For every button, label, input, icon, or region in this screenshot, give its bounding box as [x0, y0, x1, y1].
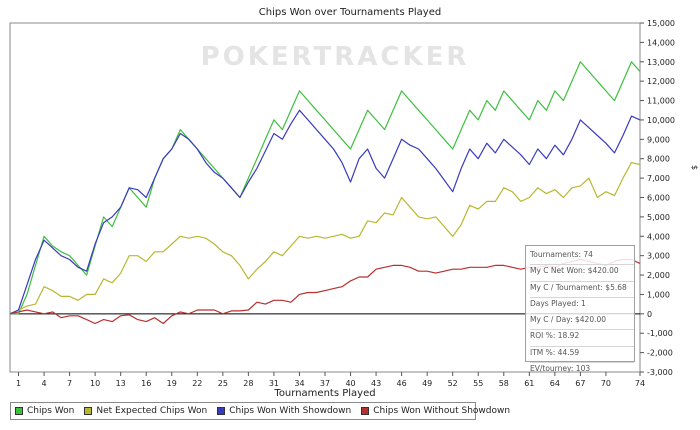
x-tick-label: 31 — [269, 379, 279, 388]
x-tick-label: 70 — [601, 379, 611, 388]
watermark-logo: POKERTRACKER — [201, 42, 470, 72]
x-tick-label: 55 — [473, 379, 483, 388]
x-axis-label: Tournaments Played — [273, 388, 375, 399]
stat-per-tournament: My C / Tournament: $5.68 — [530, 282, 634, 298]
y-tick-label: -2,000 — [647, 349, 673, 358]
x-tick-label: 7 — [67, 379, 72, 388]
y-tick-label: 5,000 — [647, 213, 670, 222]
y-axis-label: $ — [690, 165, 699, 170]
x-tick-label: 49 — [422, 379, 432, 388]
x-tick-label: 40 — [345, 379, 355, 388]
x-tick-label: 34 — [294, 379, 304, 388]
legend-swatch — [361, 407, 370, 415]
stat-roi: ROI %: 18.92 — [530, 330, 634, 347]
x-tick-label: 4 — [42, 379, 47, 388]
legend-label: Net Expected Chips Won — [96, 406, 208, 416]
y-tick-label: 2,000 — [647, 271, 670, 280]
x-tick-label: 10 — [90, 379, 100, 388]
x-tick-label: 22 — [192, 379, 202, 388]
x-tick-label: 43 — [371, 379, 381, 388]
x-tick-label: 1 — [16, 379, 21, 388]
y-tick-label: -1,000 — [647, 329, 673, 338]
y-tick-label: 9,000 — [647, 135, 670, 144]
y-tick-label: 1,000 — [647, 290, 670, 299]
y-tick-label: 4,000 — [647, 232, 670, 241]
legend-swatch — [15, 407, 23, 415]
legend-swatch — [84, 407, 93, 415]
x-tick-label: 25 — [218, 379, 228, 388]
y-tick-label: 15,000 — [647, 19, 675, 28]
series-line-0 — [10, 61, 641, 315]
y-tick-label: 7,000 — [647, 174, 670, 183]
stat-tournaments: Tournaments: 74 — [530, 249, 634, 266]
chart-title: Chips Won over Tournaments Played — [258, 7, 442, 18]
stat-days-played: Days Played: 1 — [530, 298, 634, 315]
legend-swatch — [217, 407, 226, 415]
chart-legend: Chips Won Net Expected Chips Won Chips W… — [10, 402, 510, 420]
x-tick-label: 46 — [397, 379, 407, 388]
x-tick-label: 13 — [116, 379, 126, 388]
y-tick-label: 14,000 — [647, 38, 675, 47]
legend-label: Chips Won With Showdown — [229, 406, 352, 416]
stats-box: Tournaments: 74 My C Net Won: $420.00 My… — [525, 245, 635, 373]
legend-label: Chips Won Without Showdown — [373, 406, 511, 416]
x-tick-label: 67 — [575, 379, 585, 388]
y-tick-label: 0 — [647, 310, 652, 319]
x-tick-label: 58 — [499, 379, 509, 388]
y-tick-label: 10,000 — [647, 116, 675, 125]
x-tick-label: 74 — [635, 379, 645, 388]
x-tick-label: 19 — [167, 379, 177, 388]
legend-label: Chips Won — [27, 406, 75, 416]
legend-item-without-showdown[interactable]: Chips Won Without Showdown — [361, 406, 510, 416]
series-line-2 — [9, 109, 641, 315]
y-tick-label: 11,000 — [647, 97, 675, 106]
y-tick-label: 6,000 — [647, 194, 670, 203]
y-tick-label: -3,000 — [647, 368, 673, 377]
x-tick-label: 16 — [141, 379, 151, 388]
x-tick-label: 52 — [448, 379, 458, 388]
stat-itm: ITM %: 44.59 — [530, 347, 634, 364]
x-tick-label: 64 — [550, 379, 560, 388]
y-tick-label: 3,000 — [647, 252, 670, 261]
series-line-1 — [9, 162, 641, 315]
y-tick-label: 8,000 — [647, 155, 670, 164]
legend-item-net-expected[interactable]: Net Expected Chips Won — [84, 406, 207, 416]
stat-per-day: My C / Day: $420.00 — [530, 314, 634, 331]
x-tick-label: 37 — [320, 379, 330, 388]
legend-item-chips-won[interactable]: Chips Won — [15, 406, 74, 416]
stat-ev: EV/tourney: 103 — [530, 364, 591, 374]
legend-item-with-showdown[interactable]: Chips Won With Showdown — [217, 406, 351, 416]
stat-net-won: My C Net Won: $420.00 — [530, 265, 634, 282]
x-tick-label: 61 — [524, 379, 534, 388]
y-tick-label: 12,000 — [647, 77, 675, 86]
x-tick-label: 28 — [243, 379, 253, 388]
y-tick-label: 13,000 — [647, 58, 675, 67]
